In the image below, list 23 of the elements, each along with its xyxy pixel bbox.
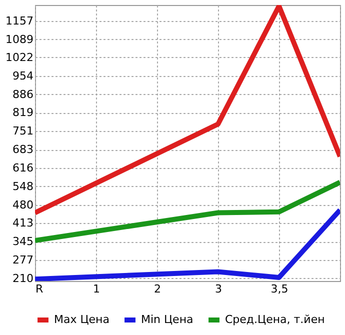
y-tick-label: 480 [12, 198, 34, 212]
y-tick-label: 886 [12, 88, 34, 101]
y-tick-label: 277 [12, 254, 34, 267]
legend-label: Min Цена [141, 313, 194, 326]
y-tick-label: 345 [12, 235, 34, 248]
y-tick-label: 1089 [6, 32, 34, 46]
y-tick-label: 751 [12, 124, 34, 138]
y-tick-label: 819 [12, 106, 34, 120]
y-tick-label: 1157 [6, 14, 34, 28]
x-tick-label: 3 [215, 282, 222, 296]
y-tick-label: 210 [12, 272, 34, 285]
x-tick-label: 3,5 [270, 282, 288, 296]
y-tick-label: 954 [12, 69, 34, 82]
legend-label: Max Цена [54, 313, 110, 326]
y-tick-label: 1022 [6, 50, 34, 64]
x-tick-label: 1 [93, 282, 100, 296]
y-tick-label: 413 [12, 216, 34, 230]
y-tick-label: 548 [12, 180, 34, 193]
x-tick-label: 2 [154, 282, 161, 296]
y-tick-label: 616 [12, 161, 34, 174]
x-tick-label: R [36, 282, 44, 296]
y-tick-label: 683 [12, 143, 34, 156]
legend-label: Сред.Цена, т.йен [225, 313, 325, 326]
